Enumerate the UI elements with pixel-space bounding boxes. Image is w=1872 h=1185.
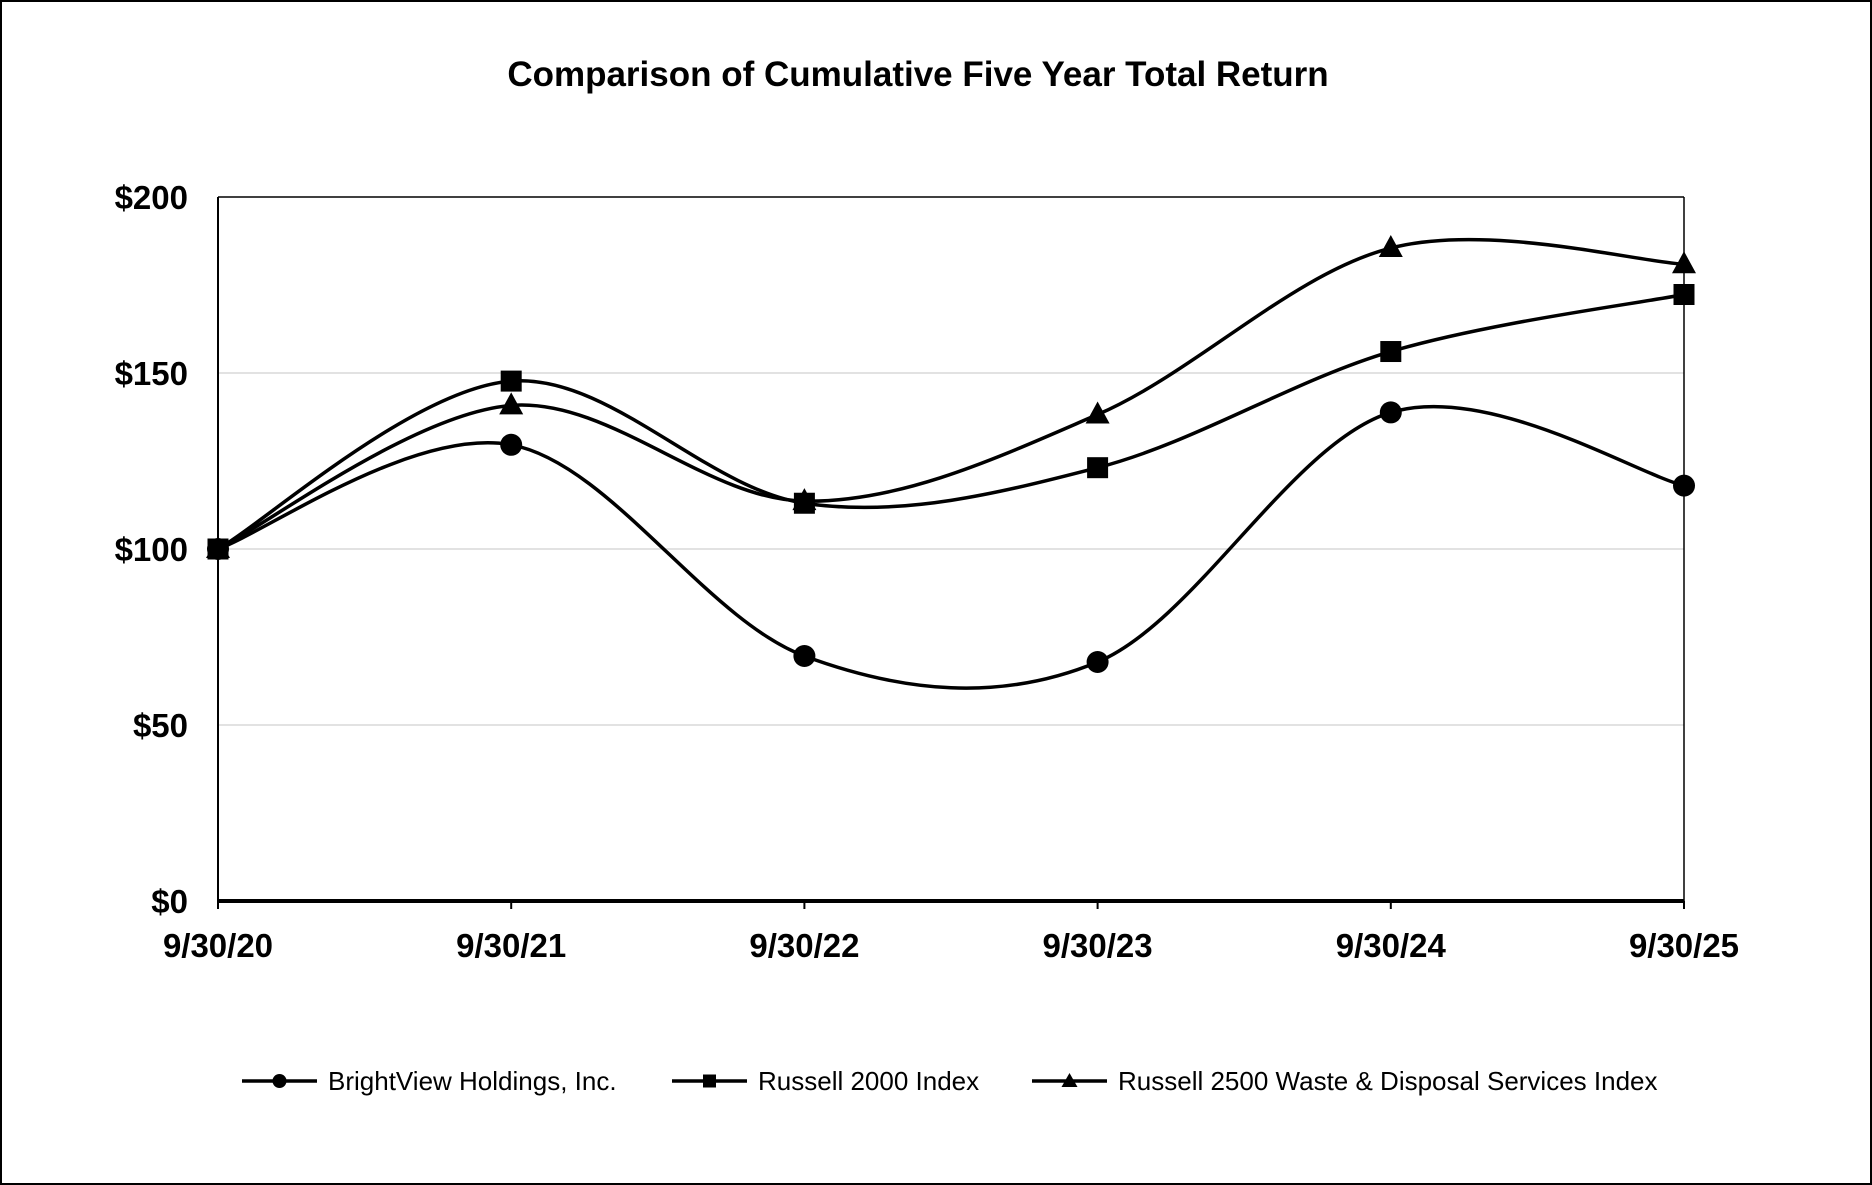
x-tick-label: 9/30/22 xyxy=(749,927,859,964)
legend-label: Russell 2000 Index xyxy=(758,1066,979,1096)
legend-item: Russell 2500 Waste & Disposal Services I… xyxy=(1032,1066,1658,1096)
axes: $0 $50 $100 $150 $200 9/30/20 9/30/21 9/30/22 9/… xyxy=(115,179,1739,964)
data-point-triangle xyxy=(1378,235,1403,258)
x-tick-label: 9/30/21 xyxy=(456,927,566,964)
series-line-square xyxy=(217,292,1685,551)
gridlines xyxy=(218,372,1684,726)
y-tick-label: $150 xyxy=(115,355,188,392)
data-point-circle xyxy=(1379,401,1402,424)
legend-label: Russell 2500 Waste & Disposal Services I… xyxy=(1118,1066,1658,1096)
y-tick-label: $0 xyxy=(151,883,188,920)
legend: BrightView Holdings, Inc. Russell 2000 In… xyxy=(242,1066,1658,1096)
x-tick-label: 9/30/23 xyxy=(1043,927,1153,964)
legend-item: Russell 2000 Index xyxy=(672,1066,979,1096)
data-point-circle xyxy=(1673,474,1695,497)
data-point-circle xyxy=(500,433,523,456)
data-point-square xyxy=(1087,457,1109,479)
data-point-square xyxy=(500,370,522,392)
data-point-triangle xyxy=(206,536,230,558)
y-tick-label: $200 xyxy=(115,179,188,216)
series-square xyxy=(207,284,1695,560)
data-point-triangle xyxy=(1672,251,1696,274)
data-point-triangle xyxy=(499,392,524,415)
legend-label: BrightView Holdings, Inc. xyxy=(328,1066,617,1096)
legend-marker-circle xyxy=(272,1074,287,1088)
data-point-triangle xyxy=(792,488,817,511)
y-tick-label: $100 xyxy=(115,531,188,568)
data-point-circle xyxy=(1086,650,1109,673)
data-point-square xyxy=(1380,341,1402,363)
data-point-circle xyxy=(793,645,816,668)
series-line-circle xyxy=(217,404,1685,690)
data-point-triangle xyxy=(1085,401,1110,424)
legend-item: BrightView Holdings, Inc. xyxy=(242,1066,617,1096)
x-tick-label: 9/30/25 xyxy=(1629,927,1739,964)
chart-title: Comparison of Cumulative Five Year Total… xyxy=(507,55,1328,94)
y-tick-label: $50 xyxy=(133,707,188,744)
series-triangle xyxy=(206,235,1696,558)
series-layer xyxy=(206,235,1696,690)
series-line-triangle xyxy=(217,237,1685,551)
data-point-square xyxy=(1673,284,1695,306)
legend-marker-triangle xyxy=(1061,1073,1078,1087)
legend-marker-square xyxy=(703,1074,716,1088)
x-tick-label: 9/30/20 xyxy=(163,927,273,964)
x-tick-label: 9/30/24 xyxy=(1336,927,1447,964)
